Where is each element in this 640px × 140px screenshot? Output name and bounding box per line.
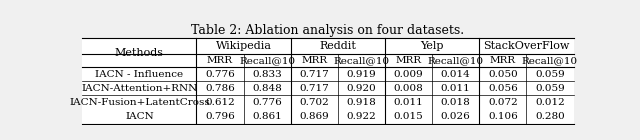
Text: 0.011: 0.011 <box>394 98 424 107</box>
Text: 0.014: 0.014 <box>441 70 470 79</box>
Text: 0.717: 0.717 <box>300 70 329 79</box>
Text: 0.009: 0.009 <box>394 70 424 79</box>
Text: 0.702: 0.702 <box>300 98 329 107</box>
Text: Reddit: Reddit <box>319 41 356 51</box>
Text: 0.869: 0.869 <box>300 112 329 121</box>
Text: 0.026: 0.026 <box>441 112 470 121</box>
Text: 0.612: 0.612 <box>205 98 235 107</box>
Text: 0.008: 0.008 <box>394 84 424 93</box>
Text: Recall@10: Recall@10 <box>522 56 578 65</box>
Text: Wikipedia: Wikipedia <box>216 41 271 51</box>
Text: Recall@10: Recall@10 <box>428 56 484 65</box>
Text: Recall@10: Recall@10 <box>239 56 295 65</box>
Text: 0.717: 0.717 <box>300 84 329 93</box>
Bar <box>83 38 573 123</box>
Text: 0.015: 0.015 <box>394 112 424 121</box>
Text: 0.776: 0.776 <box>205 70 235 79</box>
Text: Recall@10: Recall@10 <box>333 56 390 65</box>
Text: 0.796: 0.796 <box>205 112 235 121</box>
Text: MRR: MRR <box>396 56 422 65</box>
Text: 0.861: 0.861 <box>252 112 282 121</box>
Text: Yelp: Yelp <box>420 41 444 51</box>
Text: 0.059: 0.059 <box>535 70 565 79</box>
Text: 0.920: 0.920 <box>346 84 376 93</box>
Text: IACN-Fusion+LatentCross: IACN-Fusion+LatentCross <box>69 98 210 107</box>
Text: Methods: Methods <box>115 48 164 58</box>
Text: 0.018: 0.018 <box>441 98 470 107</box>
Text: MRR: MRR <box>490 56 516 65</box>
Text: 0.106: 0.106 <box>488 112 518 121</box>
Text: 0.072: 0.072 <box>488 98 518 107</box>
Text: IACN-Attention+RNN: IACN-Attention+RNN <box>81 84 198 93</box>
Text: 0.786: 0.786 <box>205 84 235 93</box>
Text: Table 2: Ablation analysis on four datasets.: Table 2: Ablation analysis on four datas… <box>191 24 465 37</box>
Text: 0.918: 0.918 <box>346 98 376 107</box>
Text: StackOverFlow: StackOverFlow <box>483 41 570 51</box>
Text: 0.056: 0.056 <box>488 84 518 93</box>
Text: 0.922: 0.922 <box>346 112 376 121</box>
Text: 0.050: 0.050 <box>488 70 518 79</box>
Text: IACN - Influence: IACN - Influence <box>95 70 184 79</box>
Text: IACN: IACN <box>125 112 154 121</box>
Text: 0.919: 0.919 <box>346 70 376 79</box>
Text: MRR: MRR <box>301 56 327 65</box>
Text: 0.011: 0.011 <box>441 84 470 93</box>
Text: 0.833: 0.833 <box>252 70 282 79</box>
Text: 0.776: 0.776 <box>252 98 282 107</box>
Text: 0.848: 0.848 <box>252 84 282 93</box>
Text: 0.059: 0.059 <box>535 84 565 93</box>
Text: MRR: MRR <box>207 56 233 65</box>
Text: 0.280: 0.280 <box>535 112 565 121</box>
Text: 0.012: 0.012 <box>535 98 565 107</box>
